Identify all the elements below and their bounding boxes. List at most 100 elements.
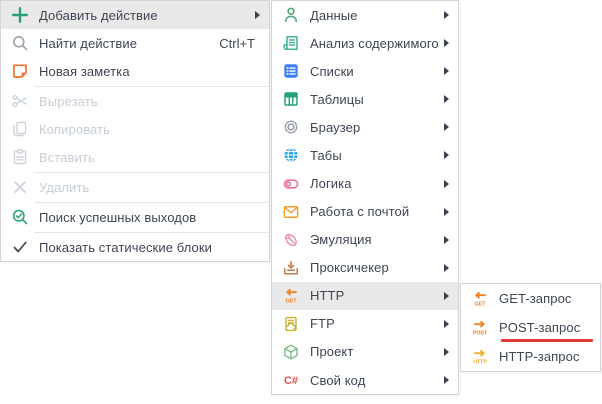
menu-item-label: Таблицы <box>310 91 364 107</box>
content-analysis-icon <box>272 34 310 52</box>
submenu-arrow-icon <box>444 151 449 160</box>
http-request-icon: HTTP <box>461 348 499 366</box>
menu-item-label: Списки <box>310 63 354 79</box>
inbox-download-icon <box>272 259 310 277</box>
menu-item[interactable]: Табы <box>272 141 458 169</box>
paste-icon <box>1 148 39 166</box>
add-action-submenu: Данные Анализ содержимого Списки Таблицы Бра… <box>271 0 459 395</box>
delete-icon <box>1 178 39 196</box>
menu-item-label: Новая заметка <box>39 63 130 79</box>
menu-item-label: FTP <box>310 316 335 332</box>
menu-item[interactable]: Показать статические блоки <box>1 233 269 261</box>
find-action-icon <box>1 34 39 52</box>
tables-icon <box>272 90 310 108</box>
post-request-icon: POST <box>461 319 499 337</box>
submenu-arrow-icon <box>444 376 449 385</box>
menu-item[interactable]: Добавить действие <box>1 1 269 29</box>
gear-icon <box>272 118 310 136</box>
menu-item[interactable]: POST POST-запрос <box>461 313 600 342</box>
toggle-icon <box>272 175 310 193</box>
menu-item-label: Анализ содержимого <box>310 35 439 51</box>
http-submenu: GET GET-запрос POST POST-запрос HTTP HTTP-зап… <box>460 283 601 372</box>
menu-item: Вырезать <box>1 87 269 115</box>
submenu-arrow-icon <box>444 291 449 300</box>
menu-item-label: Показать статические блоки <box>39 239 213 255</box>
menu-item-label: Удалить <box>39 179 90 195</box>
menu-item[interactable]: Анализ содержимого <box>272 29 458 57</box>
menu-item[interactable]: GET HTTP <box>272 281 458 310</box>
submenu-arrow-icon <box>444 347 449 356</box>
context-menu: Добавить действие Найти действие Ctrl+T Нов… <box>0 0 270 262</box>
menu-item-label: Добавить действие <box>39 7 158 23</box>
plus-icon <box>1 6 39 24</box>
submenu-arrow-icon <box>444 11 449 20</box>
menu-item-label: Найти действие <box>39 35 138 51</box>
menu-item[interactable]: Данные <box>272 1 458 29</box>
new-note-icon <box>1 62 39 80</box>
menu-item[interactable]: HTTP HTTP-запрос <box>461 342 600 371</box>
menu-item[interactable]: Таблицы <box>272 85 458 113</box>
menu-item[interactable]: Проект <box>272 338 458 366</box>
lists-icon <box>272 62 310 80</box>
menu-item-label: HTTP <box>310 288 345 304</box>
http-get-arrow-icon: GET <box>272 287 310 305</box>
menu-item[interactable]: Работа с почтой <box>272 198 458 226</box>
menu-item-label: Эмуляция <box>310 232 372 248</box>
menu-item-label: Свой код <box>310 372 366 388</box>
menu-item-label: Браузер <box>310 119 361 135</box>
svg-text:POST: POST <box>473 330 488 336</box>
submenu-arrow-icon <box>444 263 449 272</box>
shortcut-label: Ctrl+T <box>219 35 255 51</box>
submenu-arrow-icon <box>255 11 260 19</box>
menu-separator <box>34 201 268 203</box>
csharp-icon: C# <box>272 371 310 389</box>
menu-item[interactable]: FTP <box>272 310 458 338</box>
svg-text:C#: C# <box>284 375 298 387</box>
menu-item-label: Вырезать <box>39 93 98 109</box>
menu-item-label: Вставить <box>39 149 95 165</box>
menu-item-label: HTTP-запрос <box>499 349 580 364</box>
menu-item[interactable]: GET GET-запрос <box>461 284 600 313</box>
menu-item-label: Работа с почтой <box>310 204 410 220</box>
annotation-underline <box>501 339 593 342</box>
submenu-arrow-icon <box>444 235 449 244</box>
menu-item-label: Проект <box>310 344 354 360</box>
submenu-arrow-icon <box>444 39 449 48</box>
user-icon <box>272 6 310 24</box>
menu-item[interactable]: Новая заметка <box>1 57 269 85</box>
mouse-icon <box>272 231 310 249</box>
svg-text:HTTP: HTTP <box>473 359 487 365</box>
cut-icon <box>1 92 39 110</box>
menu-item: Вставить <box>1 143 269 171</box>
menu-item[interactable]: Найти действие Ctrl+T <box>1 29 269 57</box>
submenu-arrow-icon <box>444 123 449 132</box>
menu-item[interactable]: Эмуляция <box>272 226 458 254</box>
svg-text:GET: GET <box>285 298 297 304</box>
ftp-cloud-icon <box>272 315 310 333</box>
menu-item[interactable]: C# Свой код <box>272 366 458 394</box>
menu-item-label: Данные <box>310 7 358 23</box>
checkmark-icon <box>1 238 39 256</box>
submenu-arrow-icon <box>444 319 449 328</box>
get-request-icon: GET <box>461 290 499 308</box>
menu-item-label: POST-запрос <box>499 320 581 335</box>
menu-item-label: Табы <box>310 147 342 163</box>
menu-item[interactable]: Логика <box>272 169 458 197</box>
menu-separator <box>34 231 268 233</box>
cube-icon <box>272 343 310 361</box>
svg-text:GET: GET <box>474 301 486 307</box>
menu-item-label: Логика <box>310 176 352 191</box>
menu-item-label: GET-запрос <box>499 291 572 306</box>
menu-separator <box>34 171 268 173</box>
submenu-arrow-icon <box>444 67 449 76</box>
menu-item: Удалить <box>1 173 269 201</box>
submenu-arrow-icon <box>444 179 449 188</box>
menu-item-label: Проксичекер <box>310 260 389 276</box>
menu-item[interactable]: Браузер <box>272 113 458 141</box>
menu-item[interactable]: Списки <box>272 57 458 85</box>
menu-item[interactable]: Поиск успешных выходов <box>1 203 269 231</box>
search-success-icon <box>1 208 39 226</box>
menu-item-label: Копировать <box>39 121 110 137</box>
mail-icon <box>272 203 310 221</box>
menu-item[interactable]: Проксичекер <box>272 254 458 282</box>
